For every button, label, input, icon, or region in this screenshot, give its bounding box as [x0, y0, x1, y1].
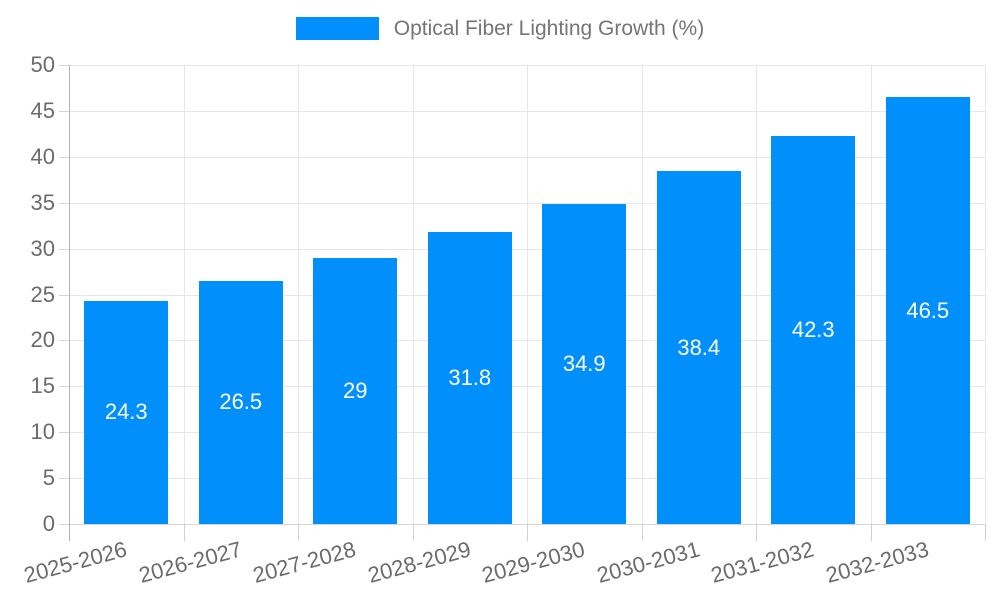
y-axis-tick [59, 294, 69, 296]
x-gridline [412, 65, 414, 524]
x-axis-label: 2029-2030 [479, 536, 588, 588]
x-axis-tick [756, 524, 757, 541]
bar[interactable]: 29 [313, 257, 398, 524]
bar-value-label: 34.9 [562, 350, 606, 376]
x-axis-tick [870, 524, 872, 541]
y-axis-tick [59, 386, 69, 388]
bar[interactable]: 31.8 [427, 232, 512, 524]
x-gridline [298, 65, 299, 524]
bar[interactable]: 34.9 [542, 203, 627, 524]
y-axis-tick [59, 65, 69, 66]
x-axis-label: 2027-2028 [250, 536, 359, 588]
legend-swatch-icon [295, 17, 379, 40]
x-gridline [641, 65, 643, 524]
x-axis-tick [412, 524, 414, 541]
y-axis-label: 25 [30, 281, 55, 307]
x-gridline [756, 65, 757, 524]
x-axis-tick [183, 524, 185, 541]
y-axis-label: 0 [42, 511, 55, 536]
x-axis-tick [641, 524, 643, 541]
bar-value-label: 24.3 [104, 399, 148, 425]
bar-value-label: 38.4 [677, 334, 721, 360]
bar[interactable]: 24.3 [84, 300, 169, 524]
y-axis-label: 35 [30, 189, 55, 215]
y-axis-label: 10 [30, 419, 55, 445]
y-axis-tick [59, 478, 69, 480]
bar-value-label: 42.3 [791, 316, 835, 342]
x-axis-label: 2026-2027 [135, 536, 244, 588]
y-axis-tick [59, 156, 69, 158]
bar-value-label: 46.5 [906, 297, 950, 323]
y-axis-label: 5 [42, 465, 55, 491]
y-axis-label: 50 [30, 52, 55, 77]
y-axis-tick [59, 110, 69, 112]
x-axis-tick [298, 524, 299, 541]
legend-label: Optical Fiber Lighting Growth (%) [393, 17, 705, 40]
x-gridline [527, 65, 528, 524]
y-axis-tick [59, 524, 69, 525]
y-axis-tick [59, 340, 69, 342]
y-axis-label: 15 [30, 373, 55, 399]
legend[interactable]: Optical Fiber Lighting Growth (%) [0, 17, 1000, 40]
x-axis-label: 2028-2029 [364, 536, 473, 588]
y-axis-label: 30 [30, 235, 55, 261]
bar-value-label: 31.8 [448, 365, 492, 391]
y-axis-label: 45 [30, 97, 55, 123]
x-axis-tick [527, 524, 528, 541]
bar[interactable]: 42.3 [771, 135, 856, 524]
x-gridline [985, 65, 986, 524]
bar[interactable]: 46.5 [885, 97, 970, 524]
x-axis-label: 2030-2031 [593, 536, 702, 588]
y-axis-tick [59, 202, 69, 204]
y-axis-label: 40 [30, 143, 55, 169]
x-axis-label: 2031-2032 [708, 536, 817, 588]
y-axis-tick [59, 432, 69, 434]
x-axis-label: 2025-2026 [21, 536, 130, 588]
bar-value-label: 26.5 [219, 389, 263, 415]
x-axis-label: 2032-2033 [822, 536, 931, 588]
y-axis-line [69, 65, 70, 541]
bar[interactable]: 38.4 [656, 171, 741, 524]
y-axis-label: 20 [30, 327, 55, 353]
x-gridline [183, 65, 185, 524]
x-axis-tick [985, 524, 986, 541]
bar[interactable]: 26.5 [198, 280, 283, 524]
bar-value-label: 29 [343, 377, 368, 403]
x-gridline [870, 65, 872, 524]
y-axis-tick [59, 248, 69, 250]
